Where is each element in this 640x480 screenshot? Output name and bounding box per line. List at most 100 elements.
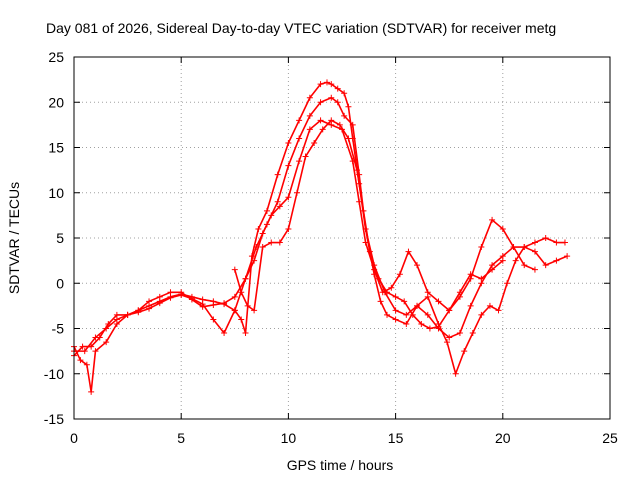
data-point [77, 357, 84, 364]
data-point [510, 244, 517, 251]
series-line [73, 119, 536, 357]
data-point [251, 307, 258, 314]
data-point [167, 289, 174, 296]
data-point [553, 257, 560, 264]
data-point [446, 307, 453, 314]
data-point [384, 289, 391, 296]
y-tick-label: 5 [56, 230, 64, 246]
data-point [366, 248, 373, 255]
data-point [306, 112, 313, 119]
data-point [238, 289, 245, 296]
data-point [259, 230, 266, 237]
y-tick-label: 10 [48, 185, 64, 201]
data-point [414, 302, 421, 309]
data-point [345, 103, 352, 110]
data-point [356, 198, 363, 205]
data-point [377, 298, 384, 305]
data-point [334, 85, 341, 92]
axis-ticks [73, 56, 611, 420]
data-point [384, 311, 391, 318]
data-point [306, 126, 313, 133]
data-point [156, 293, 163, 300]
data-point [531, 248, 538, 255]
data-series [71, 79, 571, 395]
data-point [392, 307, 399, 314]
y-tick-label: 25 [48, 49, 64, 65]
data-point [231, 266, 238, 273]
series-track-c [71, 117, 538, 359]
data-point [276, 239, 283, 246]
y-tick-label: 15 [48, 140, 64, 156]
data-point [396, 271, 403, 278]
data-point [435, 298, 442, 305]
data-point [268, 212, 275, 219]
x-tick-label: 0 [70, 430, 78, 446]
data-point [296, 158, 303, 165]
data-point [244, 302, 251, 309]
data-point [92, 348, 99, 355]
data-point [345, 135, 352, 142]
data-point [388, 284, 395, 291]
data-point [435, 323, 442, 330]
data-point [354, 167, 361, 174]
data-point [96, 334, 103, 341]
data-point [221, 330, 228, 337]
data-point [405, 248, 412, 255]
data-point [317, 99, 324, 106]
data-point [349, 121, 356, 128]
data-point [542, 262, 549, 269]
series-line [73, 81, 565, 393]
data-point [486, 302, 493, 309]
data-point [103, 339, 110, 346]
data-point [424, 289, 431, 296]
data-point [199, 303, 206, 310]
data-point [403, 320, 410, 327]
data-point [360, 207, 367, 214]
y-tick-label: 0 [56, 275, 64, 291]
data-point [403, 311, 410, 318]
data-point [362, 239, 369, 246]
data-point [495, 307, 502, 314]
x-tick-labels: 0 5 10 15 20 25 [70, 430, 618, 446]
data-point [259, 244, 266, 251]
data-point [105, 320, 112, 327]
data-point [188, 296, 195, 303]
data-point [341, 112, 348, 119]
x-tick-label: 10 [281, 430, 297, 446]
data-point [418, 320, 425, 327]
data-point [306, 94, 313, 101]
data-point [231, 293, 238, 300]
series-line [74, 96, 568, 352]
x-tick-label: 25 [602, 430, 618, 446]
data-point [146, 305, 153, 312]
data-point [504, 280, 511, 287]
data-point [542, 235, 549, 241]
data-point [319, 126, 326, 133]
data-point [263, 207, 270, 214]
data-point [83, 361, 90, 368]
data-point [124, 311, 131, 318]
data-point [469, 330, 476, 337]
data-point [336, 121, 343, 128]
data-point [231, 307, 238, 314]
data-point [401, 298, 408, 305]
data-point [296, 135, 303, 142]
data-point [285, 194, 292, 201]
data-point [285, 139, 292, 146]
data-point [221, 300, 228, 307]
data-point [210, 301, 217, 308]
data-point [293, 189, 300, 196]
data-point [444, 339, 451, 346]
data-point [146, 298, 153, 305]
y-tick-label: -5 [52, 321, 65, 337]
data-point [375, 275, 382, 282]
data-point [238, 316, 245, 323]
x-tick-label: 20 [495, 430, 511, 446]
data-point [311, 139, 318, 146]
data-point [156, 300, 163, 307]
data-point [521, 262, 528, 269]
data-point [334, 99, 341, 106]
data-point [392, 316, 399, 323]
data-point [456, 330, 463, 337]
data-point [88, 343, 95, 350]
